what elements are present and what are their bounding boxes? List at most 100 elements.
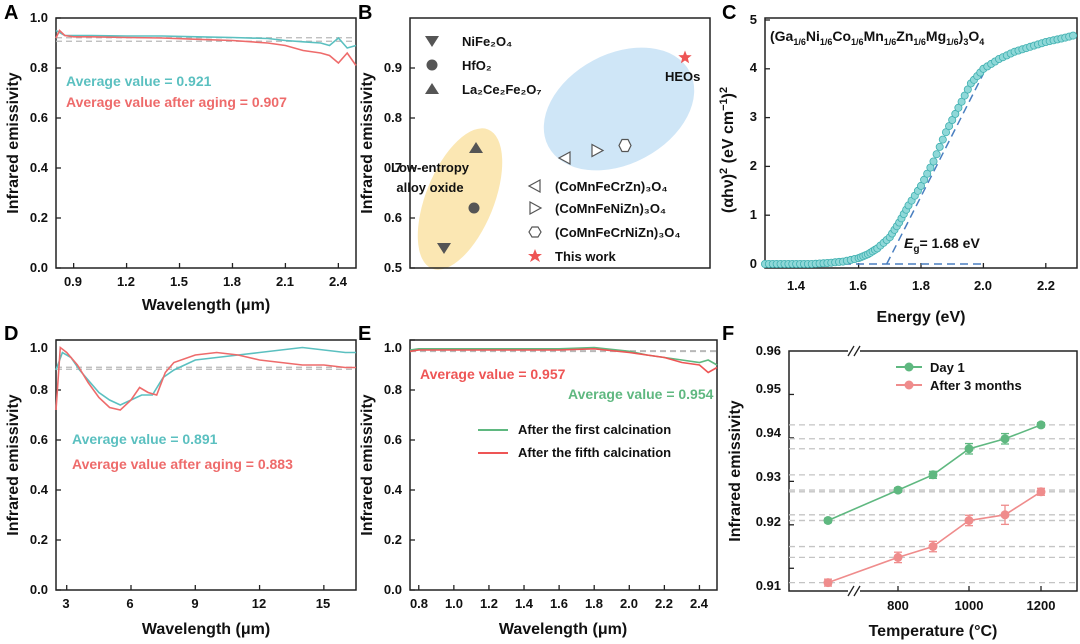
panel-b-y-axis: 0.5 0.6 0.7 0.8 0.9 — [384, 60, 402, 275]
x-tick: 2.1 — [276, 274, 294, 289]
y-tick: 0.93 — [756, 469, 781, 484]
y-tick: 0.2 — [30, 532, 48, 547]
data-point-triangle-up — [469, 142, 483, 153]
x-axis-label: Wavelength (μm) — [142, 297, 270, 314]
axis-break-bottom — [848, 585, 860, 597]
data-point-triangle-right — [591, 143, 605, 158]
data-point — [929, 157, 938, 166]
y-tick: 0.6 — [384, 432, 402, 447]
panel-a-plot-area — [55, 17, 357, 269]
legend-label: NiFe₂O₄ — [462, 34, 512, 49]
data-point — [964, 516, 974, 525]
x-axis-label: Energy (eV) — [877, 309, 966, 326]
y-tick: 1 — [750, 207, 757, 222]
y-tick: 0.7 — [384, 160, 402, 175]
y-tick: 0.6 — [384, 210, 402, 225]
y-tick: 0.96 — [756, 343, 781, 358]
series-line — [55, 29, 357, 49]
compound-title: (Ga1/6Ni1/6Co1/6Mn1/6Zn1/6Mg1/6)3O4 — [770, 28, 984, 47]
y-tick: 1.0 — [384, 340, 402, 355]
x-tick: 2.2 — [1037, 278, 1055, 293]
series-line — [409, 346, 718, 366]
x-tick: 0.8 — [410, 596, 428, 611]
panel-c-y-axis: 0 1 2 3 4 5 — [750, 12, 758, 271]
average-annotation-fifth: Average value = 0.957 — [420, 366, 566, 382]
x-axis-label: Temperature (°C) — [869, 623, 998, 640]
legend-label: (CoMnFeNiZn)₃O₄ — [555, 201, 666, 216]
x-tick: 1.2 — [480, 596, 498, 611]
data-point — [1000, 434, 1010, 444]
data-point — [928, 542, 938, 551]
y-tick: 0.4 — [384, 482, 403, 497]
legend-label: (CoMnFeCrZn)₃O₄ — [555, 179, 668, 194]
y-tick: 0.8 — [30, 60, 48, 75]
x-tick: 1.6 — [550, 596, 568, 611]
axis-break-top — [847, 345, 855, 357]
data-point — [932, 150, 941, 159]
legend-label: HfO₂ — [462, 58, 492, 73]
axis-break-top — [848, 345, 860, 357]
y-tick: 0.8 — [30, 382, 48, 397]
x-tick: 0.9 — [64, 274, 82, 289]
tangent-fit — [886, 73, 985, 265]
legend-label: After 3 months — [930, 378, 1022, 393]
average-aging-annotation: Average value after aging = 0.907 — [66, 94, 287, 110]
y-tick: 0.8 — [384, 110, 402, 125]
legend-label: Day 1 — [930, 360, 965, 375]
y-tick: 0 — [750, 256, 757, 271]
y-tick: 0.92 — [756, 514, 781, 529]
panel-a-frame — [55, 17, 357, 269]
y-tick: 2 — [750, 158, 757, 173]
y-axis-label: Infrared emissivity — [5, 394, 22, 536]
panel-d-plot-area — [55, 339, 356, 591]
y-tick: 5 — [750, 12, 757, 27]
y-tick: 0.94 — [756, 425, 782, 440]
data-point — [1036, 420, 1046, 430]
data-point-circle — [468, 202, 480, 214]
data-point — [823, 578, 833, 588]
x-tick: 800 — [887, 598, 909, 613]
y-tick: 3 — [750, 109, 757, 124]
panel-e: E 0.0 0.2 0.4 0.6 0.8 1.0 0.8 1.0 1.2 1.… — [358, 323, 718, 638]
data-point — [893, 552, 903, 562]
panel-c: C 0 1 2 3 4 5 1.4 1.6 1.8 2.0 2.2 Energy… — [718, 2, 1078, 326]
panel-e-plot-area — [409, 339, 718, 591]
x-tick: 15 — [316, 596, 330, 611]
x-tick: 1.6 — [849, 278, 867, 293]
average-annotation: Average value = 0.891 — [72, 431, 218, 447]
legend-marker-triangle-down — [425, 36, 439, 47]
x-tick: 12 — [252, 596, 266, 611]
data-point-hexagon — [618, 138, 632, 153]
data-point — [1069, 31, 1078, 40]
x-tick: 1.8 — [912, 278, 930, 293]
group-label-low-entropy: alloy oxide — [396, 180, 463, 195]
panel-d: D 0.0 0.2 0.4 0.6 0.8 1.0 3 6 9 12 15 Wa… — [4, 323, 357, 638]
y-axis-label: Infrared emissivity — [727, 400, 744, 542]
data-point — [923, 169, 932, 178]
panel-c-frame — [764, 17, 1078, 269]
y-axis-label: Infrared emissivity — [359, 394, 376, 536]
y-tick: 0.6 — [30, 432, 48, 447]
panel-a-y-axis: 0.0 0.2 0.4 0.6 0.8 1.0 — [30, 10, 49, 275]
x-tick: 1.8 — [585, 596, 603, 611]
panel-d-y-axis: 0.0 0.2 0.4 0.6 0.8 1.0 — [30, 340, 49, 597]
y-tick: 0.2 — [30, 210, 48, 225]
panel-f-plot-area — [789, 393, 1077, 591]
y-tick: 0.4 — [30, 482, 49, 497]
y-axis-label: Infrared emissivity — [5, 72, 22, 214]
y-tick: 0.0 — [30, 582, 48, 597]
x-tick: 1.0 — [445, 596, 463, 611]
legend-label: This work — [555, 249, 616, 264]
x-tick: 1.5 — [170, 274, 188, 289]
legend-marker-day1 — [904, 362, 914, 372]
axis-break-bottom — [853, 585, 861, 597]
panel-letter-f: F — [722, 323, 734, 345]
y-tick: 0.0 — [30, 260, 48, 275]
x-tick: 6 — [126, 596, 133, 611]
series-line — [827, 424, 1042, 522]
legend-marker-hexagon — [528, 226, 542, 238]
legend-label: (CoMnFeCrNiZn)₃O₄ — [555, 225, 681, 240]
series-line — [55, 29, 357, 66]
panel-d-frame — [55, 339, 357, 591]
